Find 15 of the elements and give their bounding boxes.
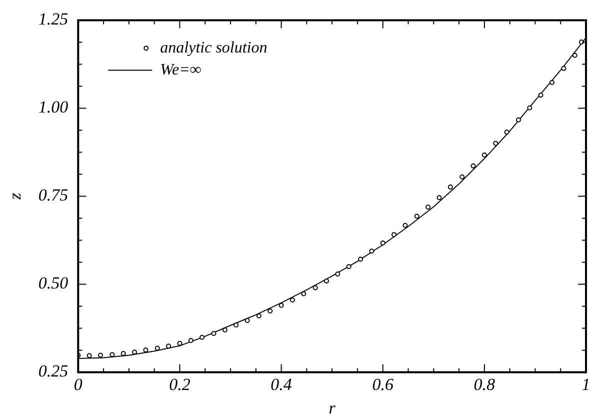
y-tick-label: 1.00 xyxy=(38,98,69,117)
x-tick-label: 0.4 xyxy=(270,374,292,394)
legend-label: We=∞ xyxy=(160,61,202,78)
y-tick-label: 0.75 xyxy=(38,186,68,205)
legend-label: analytic solution xyxy=(160,39,268,56)
y-tick-label: 1.25 xyxy=(38,10,68,29)
y-axis-title: z xyxy=(6,192,25,201)
x-tick-label: 0.6 xyxy=(372,374,394,394)
x-tick-label: 0.2 xyxy=(169,374,191,394)
x-tick-label: 0.8 xyxy=(474,374,496,394)
y-tick-label: 0.50 xyxy=(38,274,69,293)
x-axis-title: r xyxy=(328,398,336,418)
y-tick-label: 0.25 xyxy=(38,362,68,381)
x-tick-label: 1 xyxy=(582,374,590,394)
x-tick-label: 0 xyxy=(74,374,83,394)
